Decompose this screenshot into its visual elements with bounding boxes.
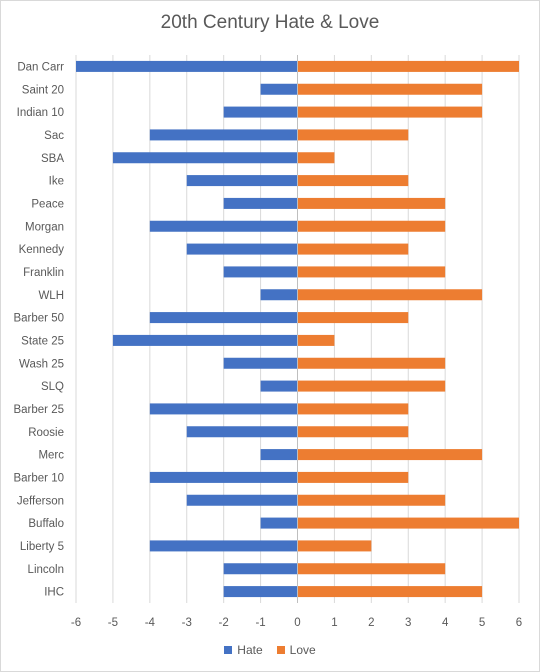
- bar-hate-liberty-5: [149, 540, 298, 552]
- bar-love-slq: [297, 380, 446, 392]
- bar-love-saint-20: [297, 83, 483, 95]
- x-tick-label: -5: [108, 617, 118, 629]
- category-label: SBA: [41, 153, 64, 165]
- bar-love-morgan: [297, 220, 446, 232]
- category-label: Indian 10: [17, 107, 64, 119]
- bar-hate-morgan: [149, 220, 298, 232]
- x-tick-label: 4: [442, 617, 449, 629]
- x-tick-label: -1: [255, 617, 265, 629]
- bar-love-sba: [297, 152, 335, 164]
- category-label: Peace: [31, 198, 64, 210]
- legend-swatch-hate: [224, 646, 233, 654]
- bar-hate-ihc: [223, 586, 298, 598]
- bar-hate-sba: [112, 152, 298, 164]
- bar-love-kennedy: [297, 243, 409, 255]
- category-label: Sac: [44, 130, 64, 142]
- bar-love-barber-50: [297, 312, 409, 324]
- bar-love-barber-10: [297, 471, 409, 483]
- legend-label-love: Love: [289, 643, 316, 657]
- bar-love-state-25: [297, 334, 335, 346]
- bar-love-dan-carr: [297, 60, 519, 72]
- category-label: IHC: [44, 587, 64, 599]
- bar-hate-ike: [186, 175, 298, 187]
- x-tick-label: 2: [368, 617, 374, 629]
- category-label: Liberty 5: [20, 541, 64, 553]
- x-tick-label: 3: [405, 617, 411, 629]
- bar-hate-barber-10: [149, 471, 298, 483]
- category-label: State 25: [21, 335, 64, 347]
- category-label: Lincoln: [28, 564, 64, 576]
- bar-hate-merc: [260, 449, 298, 461]
- bar-hate-dan-carr: [76, 60, 298, 72]
- category-label: Barber 25: [13, 404, 64, 416]
- bar-hate-indian-10: [223, 106, 298, 118]
- category-label: Franklin: [23, 267, 64, 279]
- bar-hate-barber-50: [149, 312, 298, 324]
- bar-love-ihc: [297, 586, 483, 598]
- category-label: SLQ: [41, 381, 64, 393]
- bar-love-merc: [297, 449, 483, 461]
- bar-hate-wash-25: [223, 357, 298, 369]
- x-tick-label: 6: [516, 617, 522, 629]
- category-label: Barber 10: [13, 472, 64, 484]
- bar-hate-sac: [149, 129, 298, 141]
- bar-love-jefferson: [297, 494, 446, 506]
- category-label: Wash 25: [19, 358, 64, 370]
- x-tick-label: -2: [219, 617, 229, 629]
- category-label: Saint 20: [22, 84, 64, 96]
- bar-love-barber-25: [297, 403, 409, 415]
- bar-love-wlh: [297, 289, 483, 301]
- x-tick-label: -4: [145, 617, 156, 629]
- x-tick-label: -3: [182, 617, 192, 629]
- category-label: Jefferson: [17, 495, 64, 507]
- category-label: Barber 50: [13, 313, 64, 325]
- bar-hate-peace: [223, 197, 298, 209]
- x-tick-label: 5: [479, 617, 485, 629]
- bar-love-franklin: [297, 266, 446, 278]
- bar-hate-buffalo: [260, 517, 298, 529]
- bar-hate-saint-20: [260, 83, 298, 95]
- legend: Hate Love: [0, 643, 540, 657]
- category-label: Ike: [49, 176, 64, 188]
- x-tick-label: 1: [331, 617, 337, 629]
- legend-item-love: Love: [276, 643, 316, 657]
- category-label: Roosie: [28, 427, 64, 439]
- x-tick-label: 0: [294, 617, 300, 629]
- bar-hate-slq: [260, 380, 298, 392]
- bar-hate-barber-25: [149, 403, 298, 415]
- category-label: WLH: [38, 290, 64, 302]
- bar-hate-roosie: [186, 426, 298, 438]
- bar-love-lincoln: [297, 563, 446, 575]
- bar-hate-lincoln: [223, 563, 298, 575]
- x-tick-label: -6: [71, 617, 81, 629]
- category-label: Merc: [38, 450, 64, 462]
- bar-love-roosie: [297, 426, 409, 438]
- bar-hate-kennedy: [186, 243, 298, 255]
- bar-love-wash-25: [297, 357, 446, 369]
- legend-swatch-love: [276, 646, 285, 654]
- chart-title: 20th Century Hate & Love: [160, 12, 380, 33]
- bar-hate-wlh: [260, 289, 298, 301]
- legend-label-hate: Hate: [237, 643, 263, 657]
- bar-love-ike: [297, 175, 409, 187]
- category-label: Buffalo: [28, 518, 64, 530]
- bar-love-indian-10: [297, 106, 483, 118]
- category-label: Kennedy: [19, 244, 65, 256]
- bar-hate-state-25: [112, 334, 298, 346]
- legend-item-hate: Hate: [224, 643, 263, 657]
- category-label: Dan Carr: [17, 61, 64, 73]
- bar-love-peace: [297, 197, 446, 209]
- category-label: Morgan: [25, 221, 64, 233]
- bar-love-sac: [297, 129, 409, 141]
- bar-love-liberty-5: [297, 540, 372, 552]
- bar-love-buffalo: [297, 517, 519, 529]
- bar-hate-jefferson: [186, 494, 298, 506]
- bar-hate-franklin: [223, 266, 298, 278]
